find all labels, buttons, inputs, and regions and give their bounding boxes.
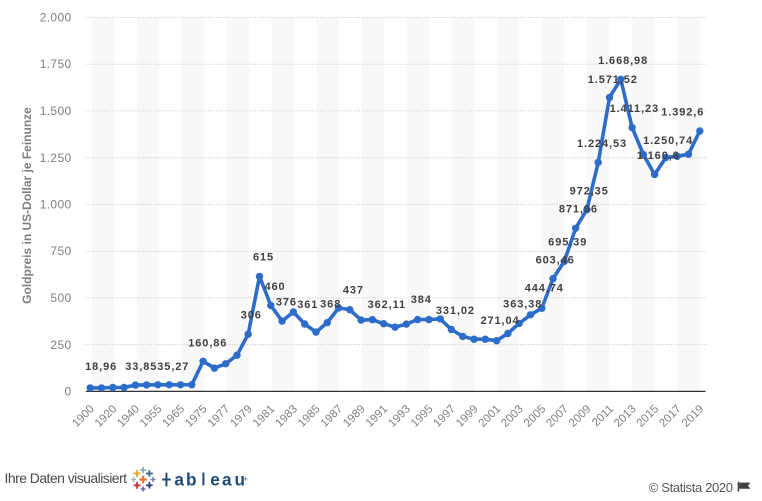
- svg-text:Goldpreis in US-Dollar je Fein: Goldpreis in US-Dollar je Feinunze: [20, 107, 34, 304]
- svg-text:1.250: 1.250: [40, 151, 72, 165]
- svg-text:1.224,53: 1.224,53: [577, 138, 627, 150]
- svg-text:160,86: 160,86: [188, 338, 227, 350]
- svg-text:972,35: 972,35: [570, 185, 609, 197]
- svg-text:306: 306: [241, 310, 262, 322]
- svg-text:35,27: 35,27: [157, 361, 189, 373]
- svg-text:1.750: 1.750: [40, 57, 72, 71]
- svg-text:1.392,6: 1.392,6: [661, 107, 704, 119]
- svg-text:e: e: [210, 469, 220, 489]
- svg-text:368: 368: [320, 298, 341, 310]
- svg-text:2.000: 2.000: [40, 11, 72, 25]
- svg-text:1.571,52: 1.571,52: [588, 74, 638, 86]
- svg-text:460: 460: [264, 281, 285, 293]
- svg-text:1.668,98: 1.668,98: [598, 55, 648, 67]
- svg-text:u: u: [235, 469, 246, 489]
- svg-text:603,46: 603,46: [536, 254, 575, 266]
- svg-text:250: 250: [50, 338, 71, 352]
- svg-text:33,85: 33,85: [125, 361, 157, 373]
- svg-text:363,38: 363,38: [503, 299, 542, 311]
- svg-text:1.160,6: 1.160,6: [637, 150, 680, 162]
- svg-text:b: b: [186, 469, 197, 489]
- svg-text:1.250,74: 1.250,74: [643, 135, 693, 147]
- svg-text:1.500: 1.500: [40, 104, 72, 118]
- svg-text:500: 500: [50, 291, 71, 305]
- svg-text:362,11: 362,11: [368, 299, 406, 311]
- svg-text:331,02: 331,02: [436, 305, 475, 317]
- svg-text:1.411,23: 1.411,23: [610, 103, 659, 115]
- svg-text:a: a: [174, 469, 184, 489]
- svg-text:361: 361: [297, 299, 318, 311]
- svg-text:750: 750: [50, 244, 71, 258]
- svg-text:271,04: 271,04: [480, 315, 519, 327]
- svg-text:437: 437: [343, 285, 364, 297]
- svg-text:384: 384: [411, 294, 432, 306]
- svg-text:0: 0: [64, 385, 71, 399]
- svg-text:615: 615: [253, 251, 274, 263]
- svg-text:1.000: 1.000: [40, 198, 72, 212]
- svg-text:871,96: 871,96: [559, 203, 598, 215]
- svg-text:376: 376: [276, 297, 297, 309]
- svg-text:18,96: 18,96: [85, 361, 117, 373]
- svg-text:a: a: [222, 469, 232, 489]
- svg-text:695,39: 695,39: [548, 236, 587, 248]
- svg-text:444,74: 444,74: [525, 283, 564, 295]
